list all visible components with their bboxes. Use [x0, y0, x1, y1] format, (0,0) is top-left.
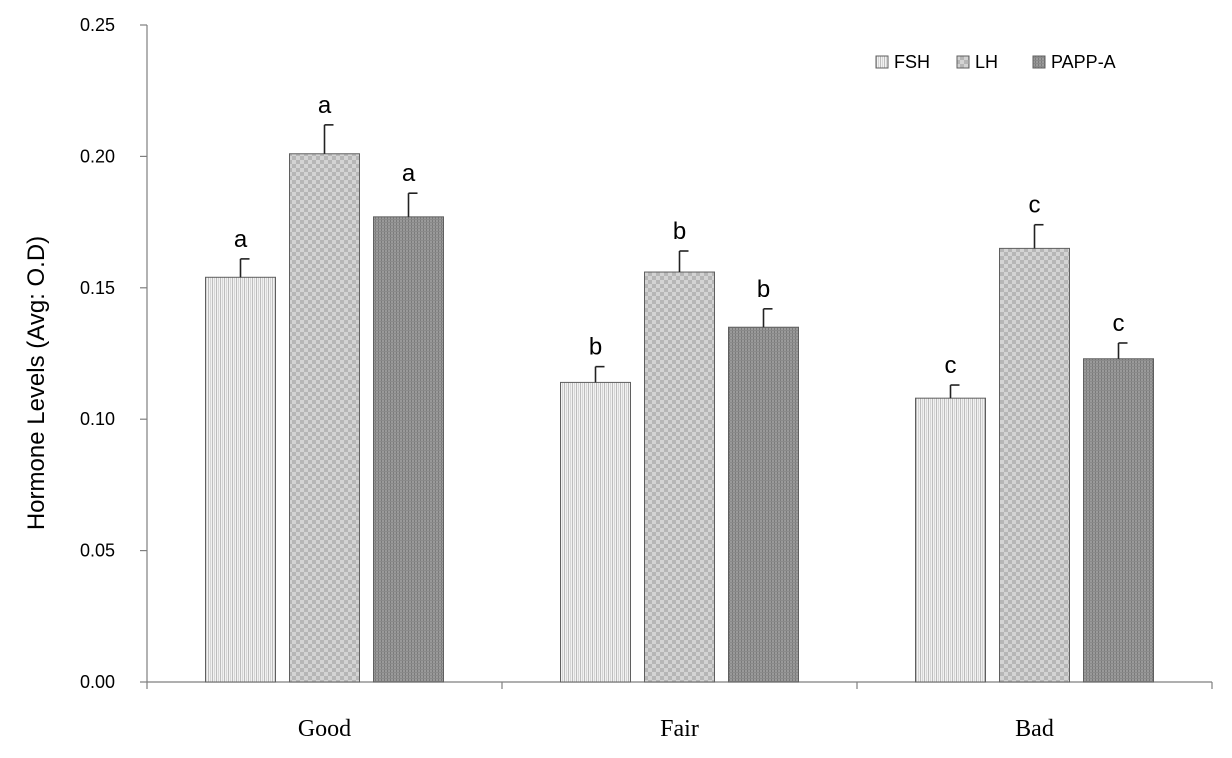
y-tick-label: 0.00: [80, 672, 115, 692]
bars-group: a b c a b c a b c: [205, 92, 1154, 683]
legend-swatch-papp-a: [1032, 55, 1046, 69]
y-axis-title: Hormone Levels (Avg: O.D): [23, 236, 50, 530]
significance-letter: c: [1029, 192, 1041, 219]
bar-fsh-bad: [915, 397, 986, 683]
y-tick-label: 0.10: [80, 409, 115, 429]
significance-letter: b: [757, 276, 770, 303]
y-tick-label: 0.25: [80, 15, 115, 35]
bar-papp-a-fair: [728, 326, 799, 683]
legend-swatch-lh: [956, 55, 970, 69]
significance-letter: c: [1113, 310, 1125, 337]
x-category-label: Bad: [1015, 716, 1054, 742]
bar-fsh-good: [205, 276, 276, 683]
bar-lh-fair: [644, 271, 715, 683]
y-tick-label: 0.20: [80, 146, 115, 166]
bar-lh-bad: [999, 247, 1070, 683]
legend-swatch-fsh: [875, 55, 889, 69]
significance-letter: b: [589, 334, 602, 361]
bar-fsh-fair: [560, 381, 631, 683]
y-axis: 0.00 0.05 0.10 0.15 0.20 0.25: [80, 15, 148, 692]
significance-letter: a: [402, 160, 416, 187]
significance-letter: a: [318, 92, 332, 119]
y-tick-label: 0.15: [80, 278, 115, 298]
legend-label: PAPP-A: [1051, 52, 1116, 72]
x-category-label: Good: [298, 716, 351, 742]
bar-papp-a-good: [373, 216, 444, 683]
legend-label: LH: [975, 52, 998, 72]
legend: FSH LH PAPP-A: [875, 52, 1116, 72]
significance-letter: b: [673, 218, 686, 245]
legend-label: FSH: [894, 52, 930, 72]
bar-lh-good: [289, 153, 360, 683]
bar-papp-a-bad: [1083, 358, 1154, 683]
significance-letter: c: [945, 352, 957, 379]
significance-letter: a: [234, 226, 248, 253]
y-tick-label: 0.05: [80, 541, 115, 561]
x-category-label: Fair: [660, 716, 699, 742]
x-axis: Good Fair Bad: [146, 681, 1213, 742]
